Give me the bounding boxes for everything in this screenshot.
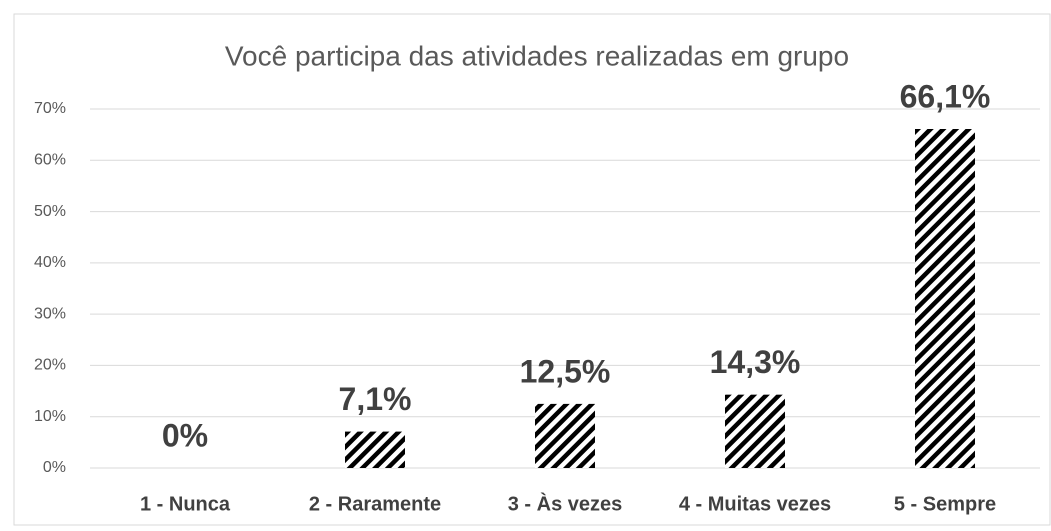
y-tick-label: 50% [34,203,66,220]
x-tick-label: 1 - Nunca [140,493,231,515]
y-tick-label: 10% [34,408,66,425]
value-label: 12,5% [520,353,611,389]
value-label: 0% [162,417,208,453]
y-tick-label: 30% [34,305,66,322]
y-tick-label: 20% [34,357,66,374]
chart-border [13,13,1051,526]
bar [725,394,785,468]
bar [345,431,405,468]
bar [915,129,975,468]
x-tick-label: 5 - Sempre [894,493,996,515]
y-tick-label: 60% [34,152,66,169]
value-label: 14,3% [710,344,801,380]
x-tick-label: 3 - Às vezes [508,492,623,515]
y-tick-label: 70% [34,100,66,117]
value-label: 66,1% [900,78,991,114]
x-tick-label: 4 - Muitas vezes [679,493,831,515]
chart-title: Você participa das atividades realizadas… [225,40,849,71]
y-tick-label: 40% [34,254,66,271]
bar [535,403,595,468]
x-tick-label: 2 - Raramente [309,493,441,515]
value-label: 7,1% [339,381,412,417]
y-tick-label: 0% [43,459,66,476]
